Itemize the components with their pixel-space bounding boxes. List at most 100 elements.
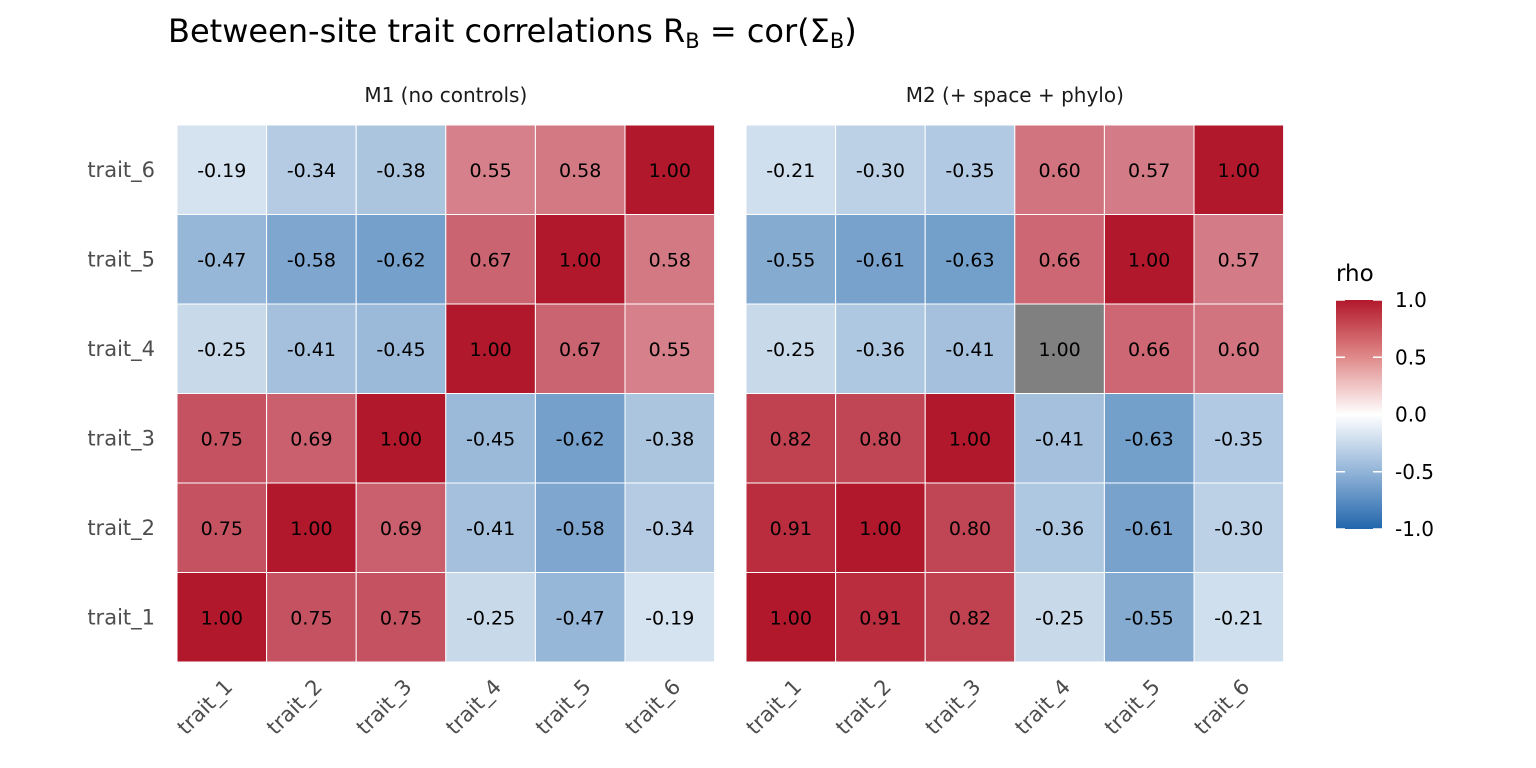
cell-value-label: 1.00: [559, 249, 601, 271]
y-tick-label: trait_2: [87, 516, 155, 541]
heatmap-cell: [624, 393, 716, 484]
cell-value-label: 0.82: [949, 607, 991, 629]
heatmap-cell: [176, 572, 268, 663]
cell-value-label: 0.75: [201, 518, 243, 540]
chart-title: Between-site trait correlations RB = cor…: [168, 12, 857, 53]
y-tick-label: trait_5: [87, 247, 155, 272]
heatmap-cell: [355, 393, 447, 484]
heatmap-cell: [1193, 572, 1285, 663]
legend-tick-label: -1.0: [1395, 517, 1434, 541]
heatmap-cell: [1193, 124, 1285, 215]
heatmap-cell: [835, 572, 926, 663]
x-tick-label: trait_2: [262, 675, 328, 741]
heatmap-cell: [745, 214, 837, 305]
cell-value-label: -0.38: [645, 428, 694, 450]
cell-value-label: -0.47: [197, 249, 246, 271]
cell-value-label: -0.34: [645, 518, 694, 540]
cell-value-label: 0.91: [770, 518, 812, 540]
heatmap-cell: [355, 303, 447, 394]
cell-value-label: 0.80: [859, 428, 901, 450]
heatmap-cell: [355, 214, 447, 305]
heatmap-cell: [1103, 303, 1195, 394]
cell-value-label: -0.55: [1125, 607, 1174, 629]
heatmap-cell: [924, 124, 1016, 215]
heatmap-cell: [1014, 393, 1105, 484]
x-tick-label: trait_4: [441, 675, 507, 741]
cell-value-label: 0.80: [949, 518, 991, 540]
heatmap-cell: [445, 393, 536, 484]
heatmap-cell: [924, 393, 1016, 484]
cell-value-label: 0.66: [1038, 249, 1080, 271]
heatmap-cell: [176, 214, 268, 305]
cell-value-label: -0.25: [766, 339, 815, 361]
x-tick-label: trait_6: [621, 675, 687, 741]
cell-value-label: -0.30: [1214, 518, 1263, 540]
cell-value-label: 1.00: [859, 518, 901, 540]
heatmap-cell: [176, 303, 268, 394]
y-tick-label: trait_1: [87, 605, 155, 630]
heatmap-cell: [176, 124, 268, 215]
heatmap-cell: [745, 393, 837, 484]
legend-title: rho: [1336, 261, 1374, 287]
heatmap-cell: [624, 124, 716, 215]
cell-value-label: -0.47: [556, 607, 605, 629]
cell-value-label: 1.00: [1038, 339, 1080, 361]
cell-value-label: -0.34: [287, 160, 336, 182]
heatmap-cell: [445, 124, 536, 215]
heatmap-cell: [355, 482, 447, 573]
cell-value-label: 1.00: [949, 428, 991, 450]
heatmap-cell: [745, 482, 837, 573]
cell-value-label: -0.58: [287, 249, 336, 271]
y-tick-label: trait_6: [87, 158, 155, 183]
panel-title: M2 (+ space + phylo): [906, 83, 1124, 107]
heatmap-cell: [534, 303, 626, 394]
legend-tick-label: 0.0: [1395, 403, 1427, 427]
cell-value-label: -0.41: [945, 339, 994, 361]
heatmap-cell: [266, 303, 357, 394]
cell-value-label: 0.60: [1038, 160, 1080, 182]
heatmap-panel-2: M2 (+ space + phylo) 1.00 0.91 0.82 -0.25 -0.…: [742, 83, 1285, 741]
cell-value-label: 0.60: [1218, 339, 1260, 361]
y-tick-label: trait_4: [87, 337, 155, 362]
cell-value-label: -0.36: [1035, 518, 1084, 540]
cell-value-label: 0.55: [469, 160, 511, 182]
cell-value-label: -0.63: [945, 249, 994, 271]
cell-value-label: -0.38: [376, 160, 425, 182]
cell-value-label: -0.62: [376, 249, 425, 271]
heatmap-cell: [355, 572, 447, 663]
cell-value-label: -0.25: [1035, 607, 1084, 629]
heatmap-cell: [1193, 214, 1285, 305]
cell-value-label: -0.25: [466, 607, 515, 629]
cell-value-label: 1.00: [201, 607, 243, 629]
cell-value-label: 0.58: [649, 249, 691, 271]
heatmap-cell: [924, 303, 1016, 394]
cell-value-label: 0.67: [559, 339, 601, 361]
heatmap-cell: [534, 482, 626, 573]
heatmap-cell: [534, 572, 626, 663]
cell-value-label: -0.58: [556, 518, 605, 540]
heatmap-cell: [924, 572, 1016, 663]
cell-value-label: 0.75: [201, 428, 243, 450]
cell-value-label: -0.41: [1035, 428, 1084, 450]
x-tick-label: trait_2: [831, 675, 897, 741]
cell-value-label: 1.00: [380, 428, 422, 450]
cell-value-label: 0.67: [469, 249, 511, 271]
x-tick-label: trait_5: [1100, 675, 1166, 741]
cell-value-label: -0.41: [287, 339, 336, 361]
legend-tick-label: -0.5: [1395, 460, 1434, 484]
cell-value-label: -0.55: [766, 249, 815, 271]
x-tick-label: trait_1: [173, 675, 239, 741]
cell-value-label: 0.75: [290, 607, 332, 629]
heatmap-cell: [176, 393, 268, 484]
cell-value-label: 0.55: [649, 339, 691, 361]
heatmap-cell: [1103, 393, 1195, 484]
heatmap-cell: [266, 124, 357, 215]
cell-value-label: 1.00: [770, 607, 812, 629]
cell-value-label: 0.91: [859, 607, 901, 629]
cell-value-label: -0.19: [197, 160, 246, 182]
cell-value-label: -0.45: [376, 339, 425, 361]
cell-value-label: -0.30: [856, 160, 905, 182]
heatmap-panel-1: M1 (no controls) 1.00 0.75 0.75 -0.25 -0.47 -0…: [87, 83, 716, 741]
heatmap-cell: [1014, 124, 1105, 215]
